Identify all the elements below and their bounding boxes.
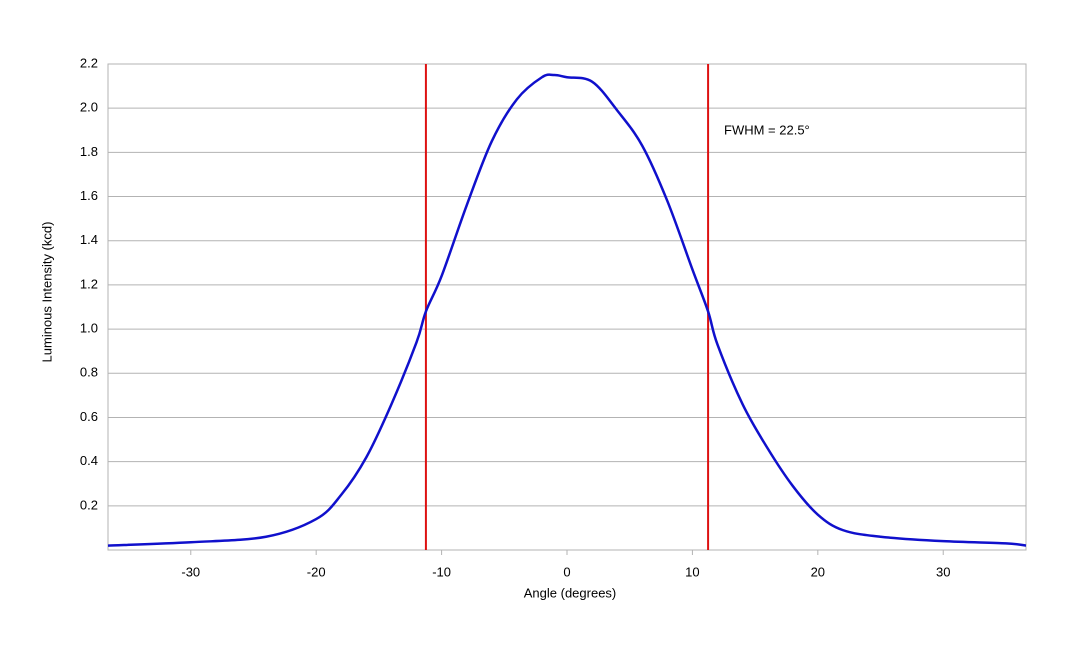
x-tick-label: -10: [432, 564, 451, 579]
y-axis-label: Luminous Intensity (kcd): [39, 222, 54, 363]
y-tick-label: 1.6: [80, 188, 98, 203]
y-tick-label: 0.4: [80, 453, 98, 468]
x-tick-label: 10: [685, 564, 699, 579]
y-tick-label: 1.8: [80, 144, 98, 159]
x-tick-label: 0: [563, 564, 570, 579]
y-tick-label: 1.4: [80, 232, 98, 247]
x-axis-label: Angle (degrees): [524, 585, 617, 600]
x-tick-label: -30: [181, 564, 200, 579]
x-tick-label: 20: [811, 564, 825, 579]
y-tick-label: 1.0: [80, 321, 98, 336]
y-tick-label: 2.0: [80, 100, 98, 115]
data-line: [107, 73, 1027, 547]
x-tick-label: -20: [307, 564, 326, 579]
y-tick-label: 0.6: [80, 409, 98, 424]
x-tick-label: 30: [936, 564, 950, 579]
y-tick-label: 0.2: [80, 497, 98, 512]
y-tick-label: 2.2: [80, 55, 98, 70]
annotation: FWHM = 22.5°: [724, 122, 810, 137]
y-tick-label: 1.2: [80, 276, 98, 291]
y-tick-label: 0.8: [80, 365, 98, 380]
plot-frame: [107, 63, 1027, 551]
